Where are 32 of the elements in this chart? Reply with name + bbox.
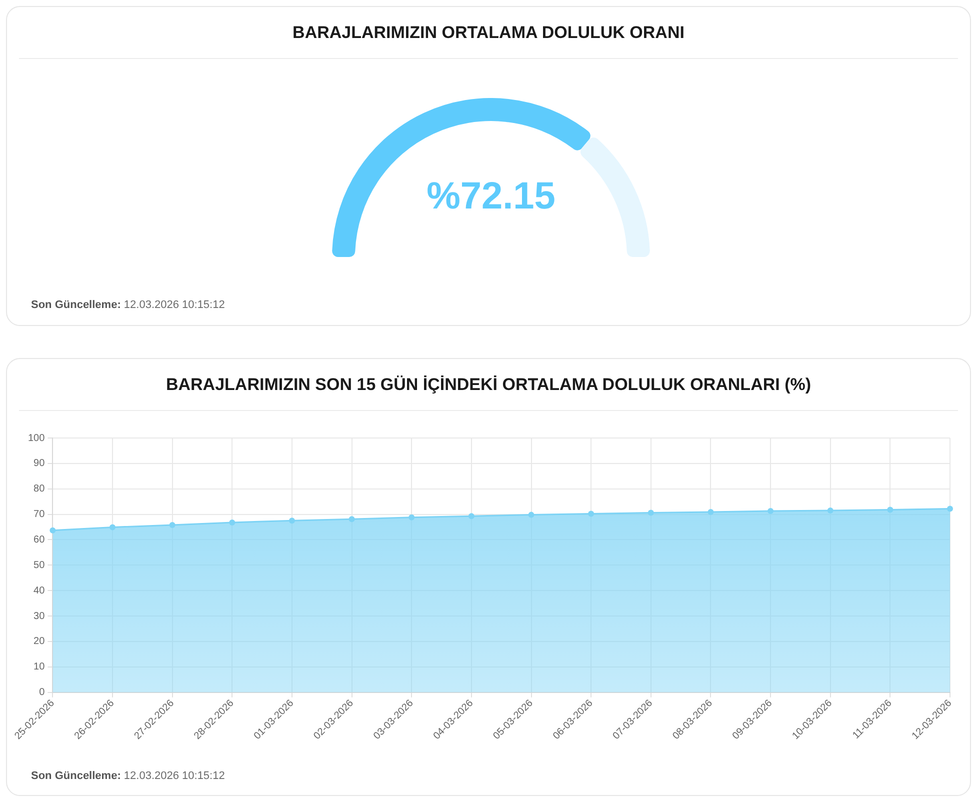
text: Son Güncelleme: 12.03.2026 10:15:12 xyxy=(31,770,225,782)
y-tick-label: 40 xyxy=(34,585,46,596)
y-tick-label: 80 xyxy=(34,484,46,495)
point xyxy=(169,522,176,528)
point xyxy=(288,518,295,524)
y-tick-label: 100 xyxy=(28,432,46,444)
point xyxy=(468,513,474,520)
point xyxy=(827,507,834,514)
point xyxy=(947,506,953,512)
chart-title: BARAJLARIMIZIN ORTALAMA DOLULUK ORANI xyxy=(292,22,686,44)
point xyxy=(50,527,56,534)
point xyxy=(110,524,116,530)
point xyxy=(408,514,415,520)
point xyxy=(588,510,594,517)
y-tick-label: 0 xyxy=(39,687,46,698)
point xyxy=(648,510,654,516)
y-tick-label: 20 xyxy=(34,636,46,648)
y-tick-label: 30 xyxy=(34,610,46,622)
y-tick-label: 90 xyxy=(34,458,46,470)
point xyxy=(528,512,534,518)
data-label: %72.15 xyxy=(426,176,556,218)
point xyxy=(229,519,236,526)
point xyxy=(768,508,774,514)
y-tick-label: 50 xyxy=(34,560,46,571)
point xyxy=(348,516,355,522)
point xyxy=(887,506,894,513)
y-tick-label: 60 xyxy=(34,534,46,546)
chart-title: BARAJLARIMIZIN SON 15 GÜN İÇİNDEKİ ORTALAMA DOLULUK ORANLARI (%) xyxy=(164,374,812,396)
point xyxy=(708,509,714,516)
text: Son Güncelleme: 12.03.2026 10:15:12 xyxy=(31,299,225,311)
y-tick-label: 10 xyxy=(34,662,46,673)
y-tick-label: 70 xyxy=(34,509,46,520)
